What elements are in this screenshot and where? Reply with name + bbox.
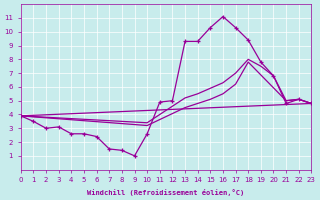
X-axis label: Windchill (Refroidissement éolien,°C): Windchill (Refroidissement éolien,°C): [87, 189, 245, 196]
